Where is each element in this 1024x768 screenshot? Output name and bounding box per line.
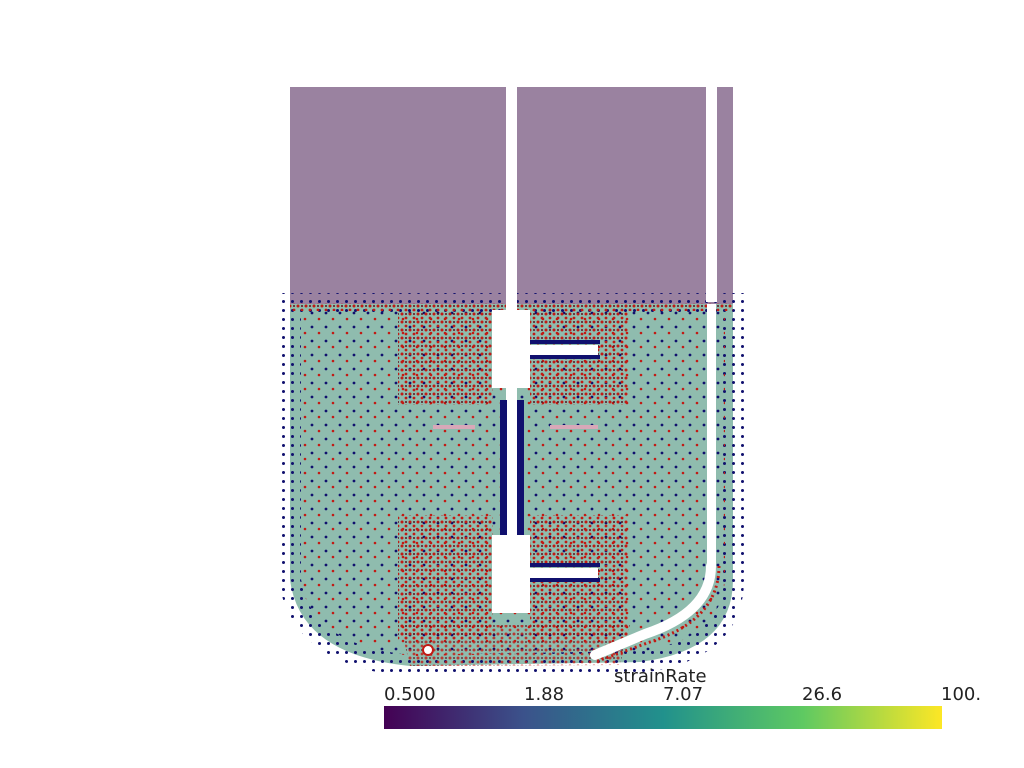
shaft-lower-outline-left xyxy=(500,400,507,535)
lower-impeller-blade-edge-bottom xyxy=(530,578,600,582)
colorbar-tick-4: 100. xyxy=(941,684,982,705)
colorbar-tick-1: 1.88 xyxy=(524,684,565,705)
shaft-lower-outline-right xyxy=(517,400,524,535)
lower-impeller-hub xyxy=(492,535,530,613)
colorbar-tick-0: 0.500 xyxy=(384,684,436,705)
upper-left-impeller-zone xyxy=(398,310,493,405)
bottom-particle-band xyxy=(400,625,630,666)
colorbar-tick-2: 7.07 xyxy=(663,684,704,705)
colorbar-tick-3: 26.6 xyxy=(802,684,843,705)
colorbar-gradient xyxy=(384,706,942,729)
lower-impeller-blade-edge xyxy=(530,563,600,567)
upper-impeller-hub xyxy=(492,310,530,388)
dip-tube-bend-outline xyxy=(594,565,721,664)
lower-impeller-blade xyxy=(530,568,598,578)
dip-tube-bend xyxy=(590,561,716,660)
lower-left-impeller-zone xyxy=(398,515,493,640)
streak-right xyxy=(550,425,598,429)
dip-tube-upper xyxy=(706,87,717,302)
shaft-lower xyxy=(507,400,517,535)
bottom-port xyxy=(422,644,434,656)
dip-tube-lower xyxy=(707,304,716,566)
shaft xyxy=(506,87,517,400)
streak-left xyxy=(433,425,475,429)
colorbar-title: strainRate xyxy=(614,666,707,687)
upper-impeller-blade xyxy=(530,345,598,355)
upper-impeller-blade-edge xyxy=(530,340,600,344)
upper-impeller-blade-edge-bottom xyxy=(530,355,600,359)
